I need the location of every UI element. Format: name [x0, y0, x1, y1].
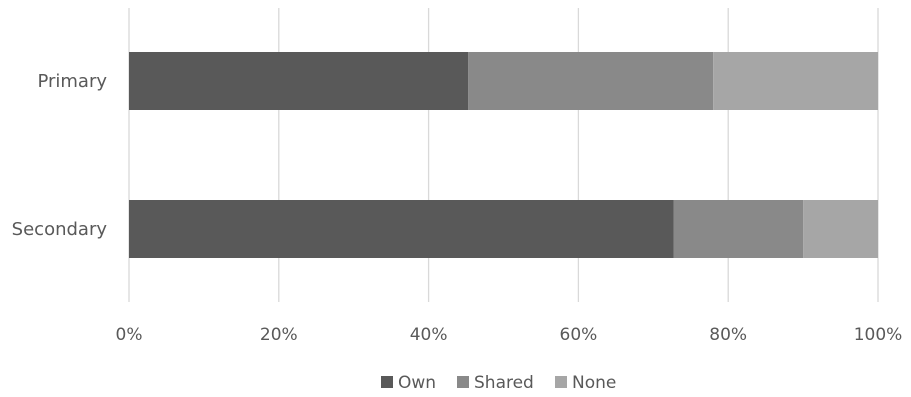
category-label: Secondary [12, 219, 108, 240]
bar-segment-own [129, 52, 469, 110]
bar-segment-shared [468, 52, 714, 110]
legend-swatch [457, 376, 469, 388]
x-tick-label: 60% [560, 325, 598, 345]
value-axis: 0% 20% 40% 60% 80% 100% [116, 325, 903, 345]
bar-segment-none [713, 52, 878, 110]
bar-segment-own [129, 200, 674, 258]
bars [129, 52, 878, 258]
x-tick-label: 20% [260, 325, 298, 345]
category-label: Primary [37, 71, 107, 92]
category-axis: Primary Secondary [12, 71, 108, 240]
legend-label: Own [398, 373, 436, 393]
bar-segment-shared [673, 200, 804, 258]
legend-swatch [381, 376, 393, 388]
legend-label: Shared [474, 373, 534, 393]
legend: Own Shared None [381, 373, 616, 393]
bar-segment-none [803, 200, 878, 258]
x-tick-label: 80% [709, 325, 747, 345]
legend-label: None [572, 373, 616, 393]
x-tick-label: 100% [854, 325, 903, 345]
x-tick-label: 40% [410, 325, 448, 345]
legend-swatch [555, 376, 567, 388]
x-tick-label: 0% [116, 325, 143, 345]
